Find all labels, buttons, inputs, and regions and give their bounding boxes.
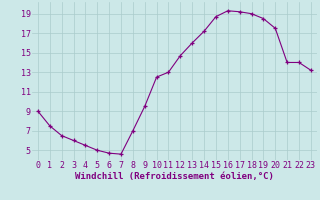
X-axis label: Windchill (Refroidissement éolien,°C): Windchill (Refroidissement éolien,°C) <box>75 172 274 181</box>
